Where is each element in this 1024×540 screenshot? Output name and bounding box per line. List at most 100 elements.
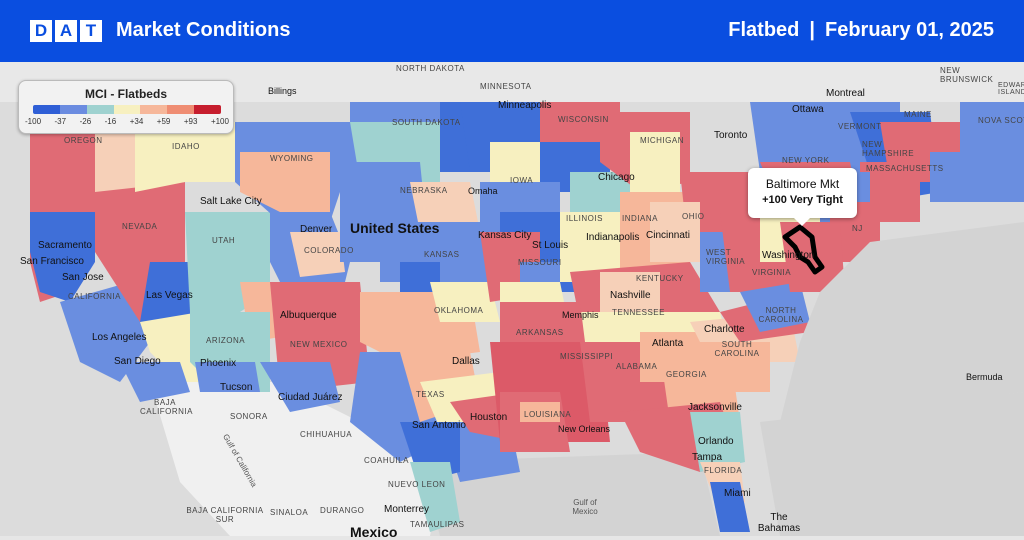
state-label-arizona: ARIZONA	[206, 336, 246, 345]
state-label-wisconsin: WISCONSIN	[558, 115, 609, 124]
state-label-nebraska: NEBRASKA	[400, 186, 448, 195]
legend-label: -26	[79, 117, 92, 126]
legend-label: -16	[104, 117, 117, 126]
title-separator: |	[809, 19, 815, 41]
city-label-bahamas: The Bahamas	[757, 512, 801, 534]
state-label-north-carolina: NORTH CAROLINA	[758, 306, 804, 324]
legend-labels: -100 -37 -26 -16 +34 +59 +93 +100	[25, 117, 229, 126]
state-label-south-dakota: SOUTH DAKOTA	[392, 118, 461, 127]
logo-letter-t: T	[80, 20, 102, 42]
equipment-type: Flatbed	[728, 19, 800, 41]
city-label-montreal: Montreal	[826, 88, 865, 99]
state-label-baja-california: BAJA CALIFORNIA	[140, 398, 194, 416]
city-label-salt-lake-city: Salt Lake City	[200, 196, 262, 207]
state-label-new-brunswick: NEW BRUNSWICK	[940, 66, 994, 84]
state-label-wyoming: WYOMING	[270, 154, 314, 163]
city-label-los-angeles: Los Angeles	[92, 332, 147, 343]
state-label-sinaloa: SINALOA	[270, 508, 309, 517]
state-label-oregon: OREGON	[64, 136, 103, 145]
state-label-tennessee: TENNESSEE	[612, 308, 665, 317]
state-label-georgia: GEORGIA	[666, 370, 707, 379]
city-label-orlando: Orlando	[698, 436, 734, 447]
city-label-atlanta: Atlanta	[652, 338, 684, 349]
state-label-sonora: SONORA	[230, 412, 268, 421]
state-label-michigan: MICHIGAN	[640, 136, 684, 145]
city-label-san-francisco: San Francisco	[20, 256, 84, 267]
state-label-louisiana: LOUISIANA	[524, 410, 572, 419]
state-label-nevada: NEVADA	[122, 222, 158, 231]
city-label-ottawa: Ottawa	[792, 104, 824, 115]
city-label-toronto: Toronto	[714, 130, 748, 141]
city-label-st-louis: St Louis	[532, 240, 569, 251]
market-map	[0, 62, 1024, 536]
state-label-indiana: INDIANA	[622, 214, 658, 223]
state-label-iowa: IOWA	[510, 176, 534, 185]
state-label-nuevo-leon: NUEVO LEON	[388, 480, 446, 489]
legend-label: +34	[129, 117, 144, 126]
state-label-tamaulipas: TAMAULIPAS	[410, 520, 465, 529]
city-label-tampa: Tampa	[692, 452, 723, 463]
city-label-washington: Washington	[762, 250, 815, 261]
state-label-west-virginia: WEST VIRGINIA	[706, 248, 746, 266]
city-label-denver: Denver	[300, 224, 333, 235]
legend-swatch-4	[140, 105, 168, 114]
city-label-phoenix: Phoenix	[200, 358, 237, 369]
state-label-new-york: NEW YORK	[782, 156, 830, 165]
legend-swatch-5	[167, 105, 195, 114]
legend-label: +59	[156, 117, 171, 126]
mci-legend: MCI - Flatbeds -100 -37 -26 -16 +34 +59 …	[18, 80, 234, 134]
country-label-mexico: Mexico	[350, 524, 398, 540]
state-label-missouri: MISSOURI	[518, 258, 562, 267]
state-label-oklahoma: OKLAHOMA	[434, 306, 484, 315]
city-label-minneapolis: Minneapolis	[498, 100, 552, 111]
city-label-nashville: Nashville	[610, 290, 651, 301]
city-label-omaha: Omaha	[468, 186, 498, 196]
legend-color-bar	[33, 105, 221, 114]
city-label-gulf-of-mexico: Gulf of Mexico	[572, 498, 598, 516]
state-label-nova-scotia: NOVA SCOTIA	[978, 116, 1024, 125]
state-label-north-dakota: NORTH DAKOTA	[396, 64, 465, 73]
legend-label: -37	[54, 117, 67, 126]
baltimore-callout: Baltimore Mkt +100 Very Tight	[748, 168, 857, 226]
state-label-vermont: VERMONT	[838, 122, 882, 131]
state-label-new-mexico: NEW MEXICO	[290, 340, 348, 349]
city-label-cincinnati: Cincinnati	[646, 230, 690, 241]
state-label-baja-california-sur: BAJA CALIFORNIA SUR	[186, 506, 264, 524]
legend-swatch-2	[86, 105, 114, 114]
logo-letter-d: D	[30, 20, 52, 42]
city-label-tucson: Tucson	[220, 382, 253, 393]
state-label-texas: TEXAS	[416, 390, 445, 399]
state-label-illinois: ILLINOIS	[566, 214, 603, 223]
dat-logo: D A T	[30, 20, 102, 42]
state-label-coahuila: COAHUILA	[364, 456, 409, 465]
state-label-florida: FLORIDA	[704, 466, 743, 475]
state-label-kentucky: KENTUCKY	[636, 274, 684, 283]
state-label-colorado: COLORADO	[304, 246, 354, 255]
city-label-billings: Billings	[268, 86, 297, 96]
city-label-dallas: Dallas	[452, 356, 480, 367]
legend-swatch-0	[33, 105, 60, 114]
city-label-chicago: Chicago	[598, 172, 635, 183]
city-label-bermuda: Bermuda	[966, 372, 1003, 382]
city-label-albuquerque: Albuquerque	[280, 310, 337, 321]
report-date: February 01, 2025	[825, 19, 994, 41]
state-label-alabama: ALABAMA	[616, 362, 658, 371]
state-label-utah: UTAH	[212, 236, 236, 245]
legend-label: +93	[183, 117, 198, 126]
state-label-arkansas: ARKANSAS	[516, 328, 564, 337]
legend-label: +100	[210, 117, 229, 126]
state-label-massachusetts: MASSACHUSETTS	[866, 164, 944, 173]
state-label-south-carolina: SOUTH CAROLINA	[714, 340, 760, 358]
city-label-memphis: Memphis	[562, 310, 599, 320]
state-label-durango: DURANGO	[320, 506, 365, 515]
state-label-virginia: VIRGINIA	[752, 268, 792, 277]
header-bar: D A T Market Conditions Flatbed | Februa…	[0, 0, 1024, 62]
city-label-charlotte: Charlotte	[704, 324, 745, 335]
city-label-san-antonio: San Antonio	[412, 420, 466, 431]
legend-swatch-3	[113, 105, 141, 114]
city-label-ciudad-juarez: Ciudad Juárez	[278, 392, 343, 403]
country-label-us: United States	[350, 220, 440, 236]
state-label-mississippi: MISSISSIPPI	[560, 352, 614, 361]
state-label-ohio: OHIO	[682, 212, 705, 221]
legend-swatch-6	[194, 105, 221, 114]
